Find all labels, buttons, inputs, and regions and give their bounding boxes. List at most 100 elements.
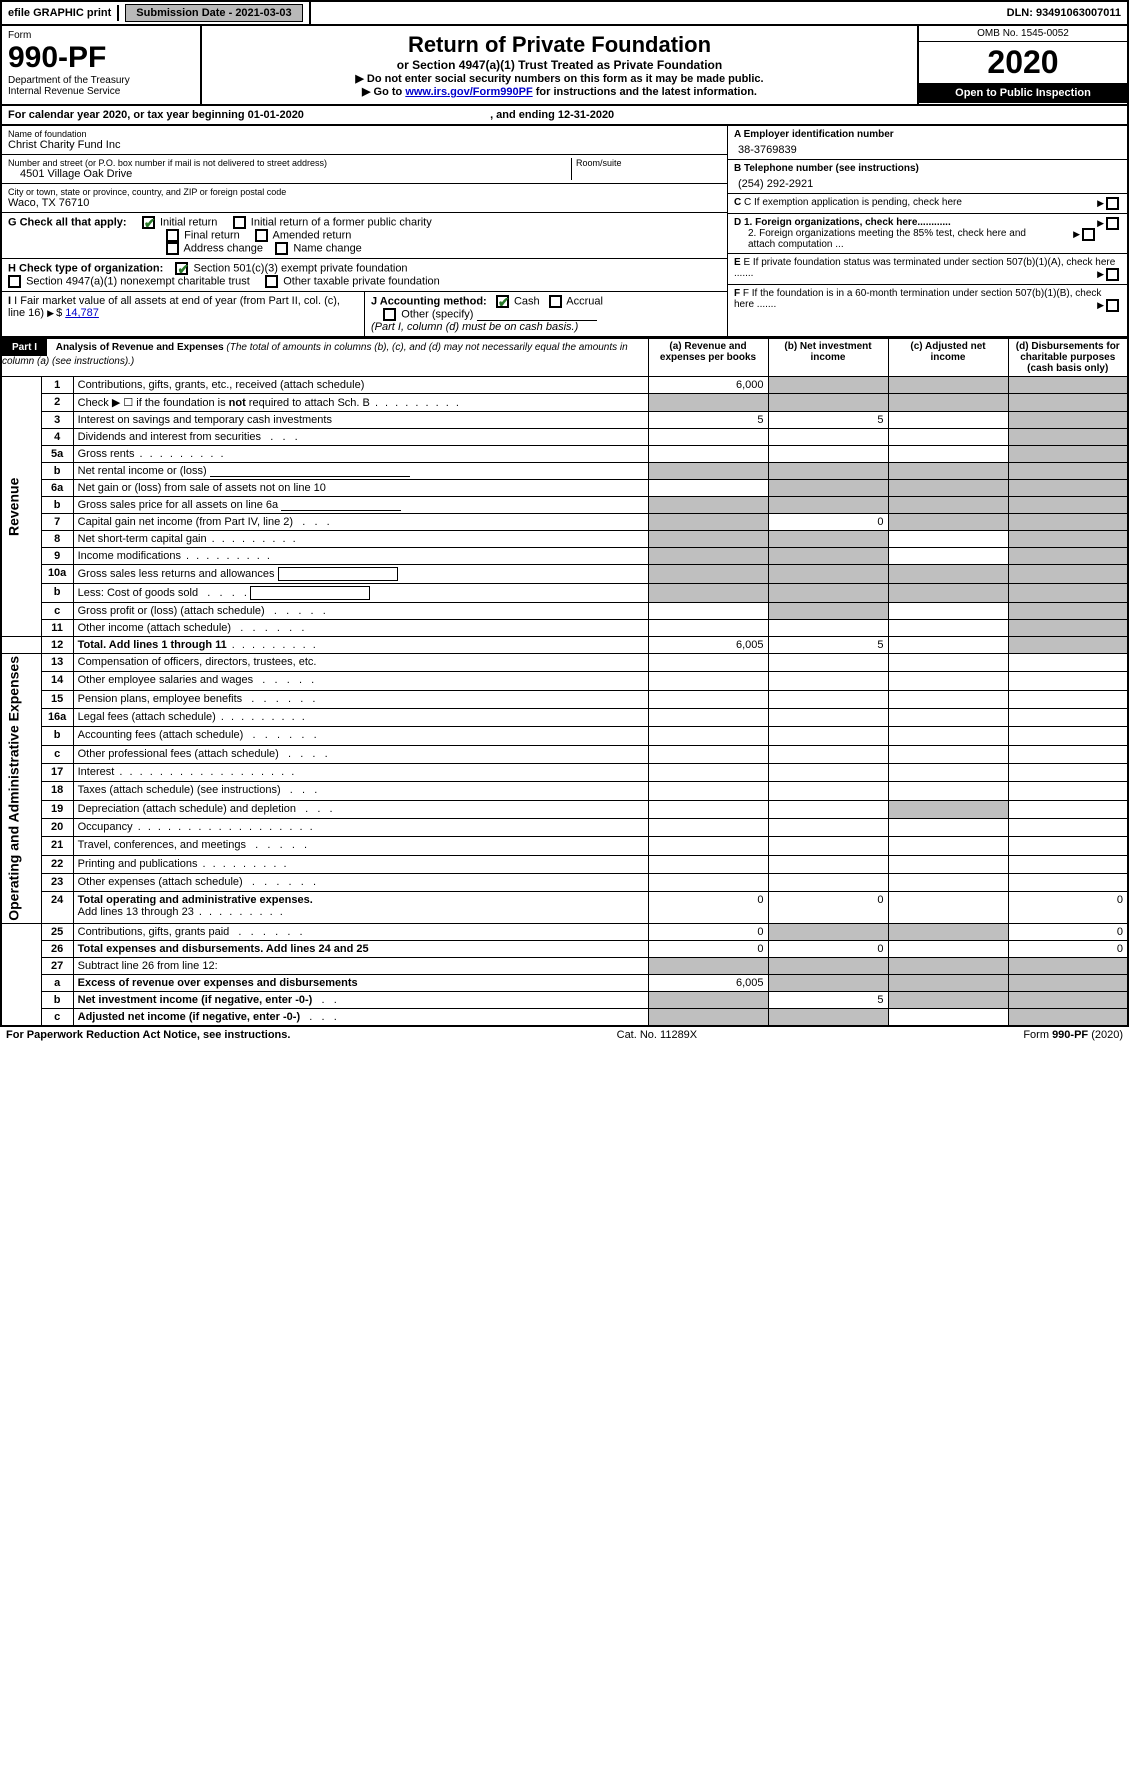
foundation-name-cell: Name of foundation Christ Charity Fund I… bbox=[2, 126, 727, 155]
checkbox-d2[interactable] bbox=[1082, 228, 1095, 241]
checkbox-f[interactable] bbox=[1106, 299, 1119, 312]
footer-left: For Paperwork Reduction Act Notice, see … bbox=[6, 1029, 290, 1041]
dept2: Internal Revenue Service bbox=[8, 86, 194, 97]
row-27b: bNet investment income (if negative, ent… bbox=[1, 991, 1128, 1008]
city-cell: City or town, state or province, country… bbox=[2, 184, 727, 213]
form-header: Form 990-PF Department of the Treasury I… bbox=[0, 26, 1129, 106]
g-row: G Check all that apply: Initial return I… bbox=[2, 213, 727, 259]
checkbox-name-change[interactable] bbox=[275, 242, 288, 255]
open-inspection: Open to Public Inspection bbox=[919, 83, 1127, 103]
row-20: 20Occupancy bbox=[1, 819, 1128, 837]
row-16a: 16aLegal fees (attach schedule) bbox=[1, 709, 1128, 727]
efile-label: efile GRAPHIC print bbox=[2, 5, 119, 21]
note2: ▶ Go to www.irs.gov/Form990PF for instru… bbox=[212, 85, 907, 98]
footer: For Paperwork Reduction Act Notice, see … bbox=[0, 1027, 1129, 1043]
tax-year: 2020 bbox=[919, 42, 1127, 83]
row-25: 25Contributions, gifts, grants paid . . … bbox=[1, 923, 1128, 940]
row-16b: bAccounting fees (attach schedule) . . .… bbox=[1, 727, 1128, 745]
f-cell: F F If the foundation is in a 60-month t… bbox=[728, 285, 1127, 315]
col-d-hdr: (d) Disbursements for charitable purpose… bbox=[1008, 339, 1128, 377]
ein-cell: A Employer identification number 38-3769… bbox=[728, 126, 1127, 160]
checkbox-501c3[interactable] bbox=[175, 262, 188, 275]
checkbox-other-method[interactable] bbox=[383, 308, 396, 321]
checkbox-accrual[interactable] bbox=[549, 295, 562, 308]
row-10b: bLess: Cost of goods sold . . . . bbox=[1, 584, 1128, 603]
row-23: 23Other expenses (attach schedule) . . .… bbox=[1, 874, 1128, 892]
identity-block: Name of foundation Christ Charity Fund I… bbox=[0, 126, 1129, 338]
row-12: 12Total. Add lines 1 through 116,0055 bbox=[1, 637, 1128, 654]
row-21: 21Travel, conferences, and meetings . . … bbox=[1, 837, 1128, 855]
row-26: 26Total expenses and disbursements. Add … bbox=[1, 940, 1128, 957]
d-cell: D 1. Foreign organizations, check here..… bbox=[728, 214, 1127, 254]
row-27a: aExcess of revenue over expenses and dis… bbox=[1, 974, 1128, 991]
row-13: Operating and Administrative Expenses 13… bbox=[1, 654, 1128, 672]
side-revenue: Revenue bbox=[1, 377, 41, 637]
row-6b: bGross sales price for all assets on lin… bbox=[1, 497, 1128, 514]
checkbox-initial-former[interactable] bbox=[233, 216, 246, 229]
form-subtitle: or Section 4947(a)(1) Trust Treated as P… bbox=[212, 58, 907, 72]
part1-label: Part I bbox=[2, 339, 47, 356]
side-expenses: Operating and Administrative Expenses bbox=[1, 654, 41, 924]
part1-table: Part I Analysis of Revenue and Expenses … bbox=[0, 338, 1129, 1027]
footer-right: Form 990-PF (2020) bbox=[1023, 1029, 1123, 1041]
checkbox-cash[interactable] bbox=[496, 295, 509, 308]
checkbox-amended[interactable] bbox=[255, 229, 268, 242]
form-title: Return of Private Foundation bbox=[212, 32, 907, 58]
row-3: 3Interest on savings and temporary cash … bbox=[1, 412, 1128, 429]
j-cell: J Accounting method: Cash Accrual Other … bbox=[365, 292, 727, 336]
col-a-hdr: (a) Revenue and expenses per books bbox=[648, 339, 768, 377]
address-cell: Number and street (or P.O. box number if… bbox=[2, 155, 727, 184]
row-8: 8Net short-term capital gain bbox=[1, 531, 1128, 548]
checkbox-e[interactable] bbox=[1106, 268, 1119, 281]
fmv-link[interactable]: 14,787 bbox=[65, 307, 99, 319]
dln-label: DLN: 93491063007011 bbox=[1001, 5, 1127, 21]
checkbox-d1[interactable] bbox=[1106, 217, 1119, 230]
row-10c: cGross profit or (loss) (attach schedule… bbox=[1, 603, 1128, 620]
checkbox-addr-change[interactable] bbox=[166, 242, 179, 255]
row-5a: 5aGross rents bbox=[1, 446, 1128, 463]
foundation-name: Christ Charity Fund Inc bbox=[8, 139, 721, 151]
e-cell: E E If private foundation status was ter… bbox=[728, 254, 1127, 285]
checkbox-final[interactable] bbox=[166, 229, 179, 242]
row-19: 19Depreciation (attach schedule) and dep… bbox=[1, 800, 1128, 818]
omb: OMB No. 1545-0052 bbox=[919, 26, 1127, 42]
form-link[interactable]: www.irs.gov/Form990PF bbox=[405, 86, 532, 98]
row-24: 24Total operating and administrative exp… bbox=[1, 892, 1128, 923]
phone-cell: B Telephone number (see instructions) (2… bbox=[728, 160, 1127, 194]
checkbox-initial[interactable] bbox=[142, 216, 155, 229]
row-15: 15Pension plans, employee benefits . . .… bbox=[1, 690, 1128, 708]
row-2: 2Check ▶ ☐ if the foundation is not requ… bbox=[1, 394, 1128, 412]
row-16c: cOther professional fees (attach schedul… bbox=[1, 745, 1128, 763]
row-1: Revenue 1Contributions, gifts, grants, e… bbox=[1, 377, 1128, 394]
row-27: 27Subtract line 26 from line 12: bbox=[1, 957, 1128, 974]
topbar: efile GRAPHIC print Submission Date - 20… bbox=[0, 0, 1129, 26]
row-18: 18Taxes (attach schedule) (see instructi… bbox=[1, 782, 1128, 800]
row-6a: 6aNet gain or (loss) from sale of assets… bbox=[1, 480, 1128, 497]
col-c-hdr: (c) Adjusted net income bbox=[888, 339, 1008, 377]
row-9: 9Income modifications bbox=[1, 548, 1128, 565]
row-22: 22Printing and publications bbox=[1, 855, 1128, 873]
footer-mid: Cat. No. 11289X bbox=[617, 1029, 698, 1041]
checkbox-c[interactable] bbox=[1106, 197, 1119, 210]
ein: 38-3769839 bbox=[734, 140, 1121, 156]
h-row: H Check type of organization: Section 50… bbox=[2, 259, 727, 292]
checkbox-other-taxable[interactable] bbox=[265, 275, 278, 288]
phone: (254) 292-2921 bbox=[734, 174, 1121, 190]
row-5b: bNet rental income or (loss) bbox=[1, 463, 1128, 480]
dept1: Department of the Treasury bbox=[8, 75, 194, 86]
room-label: Room/suite bbox=[576, 158, 721, 168]
city: Waco, TX 76710 bbox=[8, 197, 721, 209]
row-17: 17Interest bbox=[1, 764, 1128, 782]
col-b-hdr: (b) Net investment income bbox=[768, 339, 888, 377]
form-word: Form bbox=[8, 30, 194, 41]
row-10a: 10aGross sales less returns and allowanc… bbox=[1, 565, 1128, 584]
note1: ▶ Do not enter social security numbers o… bbox=[212, 72, 907, 85]
i-cell: I I Fair market value of all assets at e… bbox=[2, 292, 365, 336]
form-number: 990-PF bbox=[8, 41, 194, 75]
submission-btn[interactable]: Submission Date - 2021-03-03 bbox=[119, 2, 310, 24]
row-4: 4Dividends and interest from securities … bbox=[1, 429, 1128, 446]
checkbox-4947[interactable] bbox=[8, 275, 21, 288]
row-14: 14Other employee salaries and wages . . … bbox=[1, 672, 1128, 690]
row-7: 7Capital gain net income (from Part IV, … bbox=[1, 514, 1128, 531]
c-cell: C C If exemption application is pending,… bbox=[728, 194, 1127, 214]
